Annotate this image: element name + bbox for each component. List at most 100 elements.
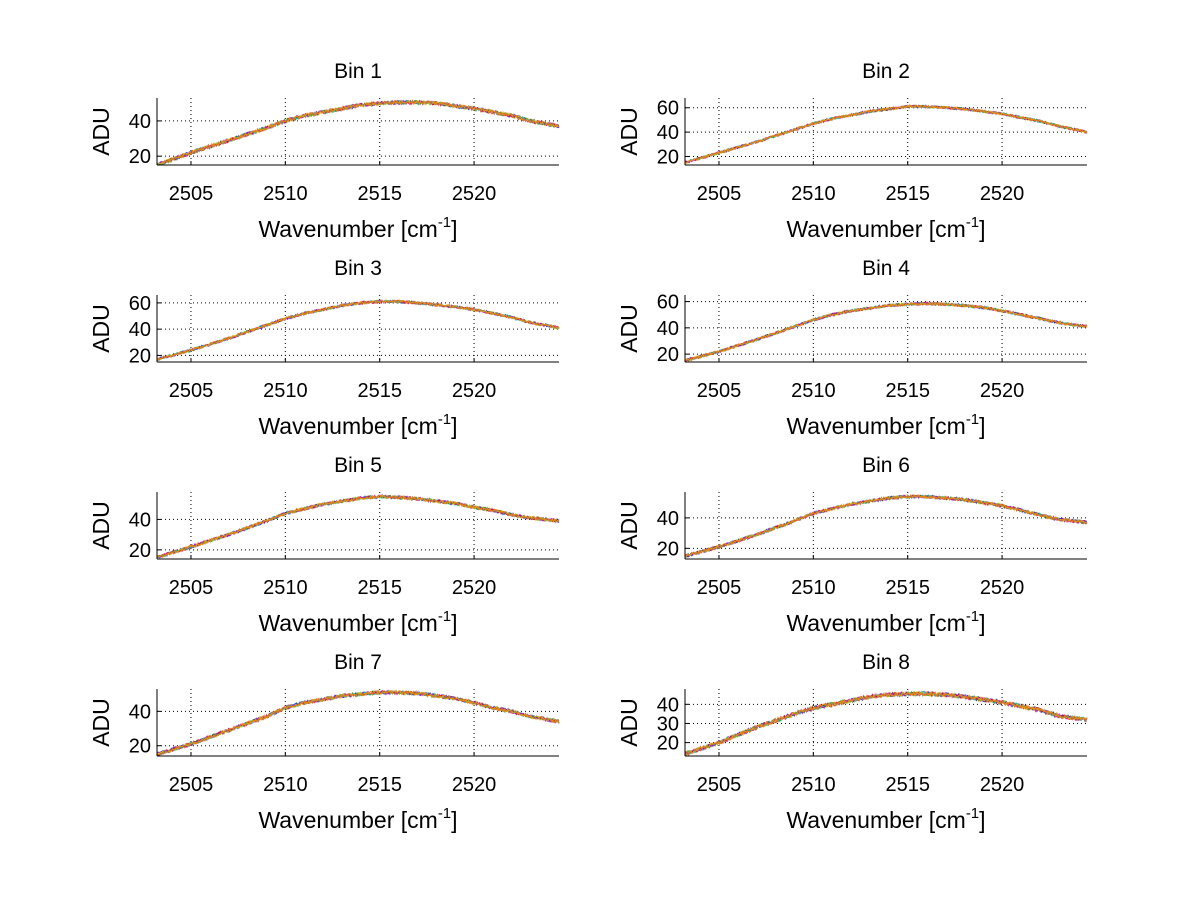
data-series-line [156, 299, 560, 360]
x-axis-label-main: Wavenumber [cm [258, 413, 437, 439]
x-axis-label-main: Wavenumber [cm [786, 807, 965, 833]
x-axis-label-close: ] [979, 610, 985, 636]
data-series-line [684, 104, 1088, 164]
y-tick-label: 40 [657, 122, 679, 144]
x-tick-label: 2515 [357, 380, 402, 402]
x-axis-label-main: Wavenumber [cm [786, 413, 965, 439]
x-tick-label: 2505 [169, 774, 214, 796]
y-axis-label: ADU [616, 501, 642, 550]
x-tick-label: 2505 [169, 380, 214, 402]
x-axis-label: Wavenumber [cm-1] [786, 214, 985, 242]
x-tick-label: 2505 [697, 774, 742, 796]
x-axis-label-close: ] [979, 216, 985, 242]
x-axis-label: Wavenumber [cm-1] [786, 608, 985, 636]
x-tick-label: 2505 [697, 183, 742, 205]
chart-panel-3: 2505 2510 2515 2520 20 40 60 Bin 3 Wavenumber [c… [88, 257, 560, 439]
x-tick-label: 2510 [791, 380, 836, 402]
y-tick-label: 40 [657, 318, 679, 340]
y-axis-label: ADU [88, 304, 114, 353]
x-axis-label-main: Wavenumber [cm [258, 216, 437, 242]
y-tick-label: 20 [657, 733, 679, 755]
chart-title: Bin 8 [862, 651, 910, 674]
x-tick-label: 2510 [263, 183, 308, 205]
x-axis-label-superscript: -1 [966, 608, 979, 625]
chart-title: Bin 7 [334, 651, 382, 674]
x-tick-label: 2505 [169, 183, 214, 205]
x-tick-label: 2520 [980, 577, 1025, 599]
y-tick-label: 40 [657, 694, 679, 716]
y-axis-label: ADU [88, 501, 114, 550]
y-axis-label: ADU [88, 107, 114, 156]
x-axis-label: Wavenumber [cm-1] [258, 608, 457, 636]
x-tick-label: 2515 [357, 577, 402, 599]
y-tick-label: 20 [657, 538, 679, 560]
chart-panel-1: 2505 2510 2515 2520 20 40 Bin 1 Wavenumber [cm-… [88, 60, 560, 242]
x-tick-label: 2510 [791, 577, 836, 599]
x-axis-label: Wavenumber [cm-1] [258, 214, 457, 242]
x-tick-label: 2515 [357, 183, 402, 205]
y-tick-label: 20 [657, 344, 679, 366]
x-axis-label-close: ] [979, 413, 985, 439]
y-axis-label: ADU [616, 107, 642, 156]
x-tick-label: 2520 [452, 183, 497, 205]
y-tick-label: 20 [657, 146, 679, 168]
x-axis-label-main: Wavenumber [cm [258, 610, 437, 636]
x-tick-label: 2520 [452, 577, 497, 599]
y-tick-label: 40 [129, 111, 151, 133]
x-tick-label: 2510 [263, 380, 308, 402]
chart-title: Bin 6 [862, 454, 910, 477]
x-axis-label-superscript: -1 [438, 411, 451, 428]
y-tick-label: 20 [129, 345, 151, 367]
chart-title: Bin 4 [862, 257, 910, 280]
x-axis-label-superscript: -1 [438, 805, 451, 822]
x-axis-label-close: ] [451, 413, 457, 439]
x-axis-label-superscript: -1 [966, 214, 979, 231]
x-axis-label-close: ] [451, 610, 457, 636]
chart-panel-5: 2505 2510 2515 2520 20 40 Bin 5 Wavenumber [cm-… [88, 454, 560, 636]
x-axis-label-close: ] [451, 807, 457, 833]
y-tick-label: 30 [657, 713, 679, 735]
y-tick-label: 40 [657, 508, 679, 530]
x-tick-label: 2510 [791, 183, 836, 205]
chart-title: Bin 2 [862, 60, 910, 83]
x-tick-label: 2520 [980, 183, 1025, 205]
y-axis-label: ADU [616, 698, 642, 747]
x-axis-label-close: ] [979, 807, 985, 833]
x-tick-label: 2505 [169, 577, 214, 599]
data-series-line [156, 689, 560, 755]
y-tick-label: 40 [129, 319, 151, 341]
y-tick-label: 20 [129, 540, 151, 562]
data-series-line [684, 690, 1088, 757]
y-tick-label: 20 [129, 146, 151, 168]
data-series-line [684, 104, 1088, 164]
x-axis-label-main: Wavenumber [cm [786, 610, 965, 636]
x-axis-label: Wavenumber [cm-1] [786, 805, 985, 833]
data-series-line [684, 301, 1088, 362]
chart-title: Bin 5 [334, 454, 382, 477]
chart-title: Bin 3 [334, 257, 382, 280]
x-tick-label: 2510 [263, 577, 308, 599]
x-tick-label: 2505 [697, 380, 742, 402]
x-axis-label-main: Wavenumber [cm [258, 807, 437, 833]
x-axis-label-superscript: -1 [438, 608, 451, 625]
chart-panel-7: 2505 2510 2515 2520 20 40 Bin 7 Wavenumber [cm-… [88, 651, 560, 833]
x-tick-label: 2520 [452, 380, 497, 402]
x-tick-label: 2520 [980, 380, 1025, 402]
data-series-line [157, 99, 560, 166]
x-axis-label: Wavenumber [cm-1] [786, 411, 985, 439]
y-tick-label: 40 [129, 509, 151, 531]
x-tick-label: 2515 [885, 774, 930, 796]
data-series-line [684, 494, 1088, 558]
data-series-line [156, 689, 560, 757]
x-axis-label: Wavenumber [cm-1] [258, 805, 457, 833]
x-axis-label: Wavenumber [cm-1] [258, 411, 457, 439]
x-tick-label: 2520 [980, 774, 1025, 796]
x-axis-label-superscript: -1 [438, 214, 451, 231]
x-tick-label: 2505 [697, 577, 742, 599]
y-tick-label: 60 [657, 98, 679, 120]
y-tick-label: 20 [129, 736, 151, 758]
